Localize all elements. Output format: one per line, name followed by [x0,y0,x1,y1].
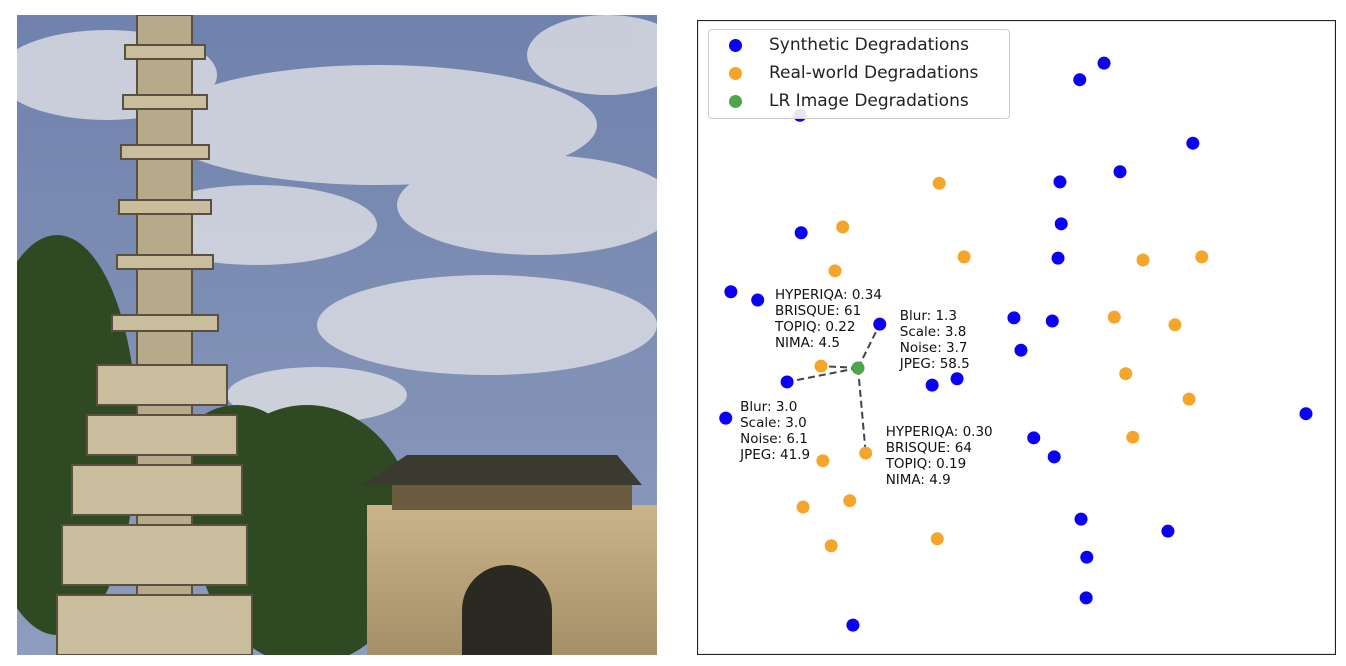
synthetic-point [719,411,733,425]
legend-marker-icon [729,38,742,52]
lr-input-photo [17,15,657,655]
real-world-point [1136,253,1150,267]
real-world-point [824,539,838,553]
synthetic-point [1299,407,1313,421]
annotation-label: Blur: 3.0 Scale: 3.0 Noise: 6.1 JPEG: 41.9 [739,399,810,463]
synthetic-point [1007,311,1021,325]
synthetic-point [724,285,738,299]
annotation-line: JPEG: 58.5 [899,356,970,372]
synthetic-point [1079,591,1093,605]
annotation-label: HYPERIQA: 0.34 BRISQUE: 61 TOPIQ: 0.22 NIMA… [774,287,882,351]
gate [362,455,657,655]
legend-item-real-world: Real-world Degradations [709,60,978,86]
real-world-point [836,220,850,234]
real-world-point [814,359,828,373]
synthetic-point [1073,73,1087,87]
real-world-point [1107,310,1121,324]
synthetic-point [1027,431,1041,445]
annotation-label: Blur: 1.3 Scale: 3.8 Noise: 3.7 JPEG: 58.5 [899,308,970,372]
annotation-line: TOPIQ: 0.19 [885,456,967,472]
real-world-point [843,494,857,508]
legend-item-synthetic: Synthetic Degradations [709,32,969,58]
real-world-point [957,250,971,264]
synthetic-point [780,375,794,389]
legend-label: Real-world Degradations [769,63,979,83]
synthetic-point [1045,314,1059,328]
synthetic-point [751,293,765,307]
real-world-point [816,454,830,468]
real-world-point [859,446,873,460]
real-world-point [932,176,946,190]
link-line [786,366,859,383]
pagoda [56,15,253,655]
synthetic-point [1014,343,1028,357]
real-world-point [1195,250,1209,264]
real-world-point [1126,430,1140,444]
real-world-point [930,532,944,546]
legend-item-lr-image: LR Image Degradations [709,88,969,114]
annotation-line: HYPERIQA: 0.34 [775,287,882,303]
scatter-plot: HYPERIQA: 0.34 BRISQUE: 61 TOPIQ: 0.22 NIMA… [697,20,1336,655]
synthetic-point [1186,136,1200,150]
synthetic-point [1047,450,1061,464]
legend-label: LR Image Degradations [769,91,969,111]
real-world-point [1182,392,1196,406]
legend: Synthetic Degradations Real-world Degrad… [708,29,1010,119]
synthetic-point [1053,175,1067,189]
synthetic-point [1054,217,1068,231]
annotation-line: BRISQUE: 64 [886,440,972,456]
annotation-line: HYPERIQA: 0.30 [886,424,993,440]
synthetic-point [1161,524,1175,538]
annotation-line: Scale: 3.8 [900,324,967,340]
synthetic-point [1074,512,1088,526]
real-world-point [1119,367,1133,381]
synthetic-point [925,378,939,392]
synthetic-point [794,226,808,240]
annotation-line: NIMA: 4.9 [886,472,951,488]
annotation-line: Noise: 6.1 [740,431,808,447]
annotation-line: BRISQUE: 61 [775,303,861,319]
annotation-line: Noise: 3.7 [900,340,968,356]
synthetic-point [873,317,887,331]
annotation-line: Blur: 1.3 [900,308,957,324]
synthetic-point [1097,56,1111,70]
link-line [857,323,881,369]
annotation-line: NIMA: 4.5 [775,335,840,351]
real-world-point [1168,318,1182,332]
synthetic-point [1080,550,1094,564]
synthetic-point [846,618,860,632]
plot-frame [697,20,1336,655]
lr-image-point [851,361,865,375]
synthetic-point [1051,251,1065,265]
synthetic-point [1113,165,1127,179]
legend-marker-icon [729,94,742,108]
real-world-point [796,500,810,514]
annotation-line: JPEG: 41.9 [739,447,810,463]
synthetic-point [950,372,964,386]
legend-label: Synthetic Degradations [769,35,970,55]
annotation-line: TOPIQ: 0.22 [774,319,856,335]
link-line [857,367,867,454]
legend-marker-icon [729,66,742,80]
annotation-label: HYPERIQA: 0.30 BRISQUE: 64 TOPIQ: 0.19 NIMA… [885,424,993,488]
annotation-line: Blur: 3.0 [740,399,797,415]
real-world-point [828,264,842,278]
annotation-line: Scale: 3.0 [740,415,807,431]
